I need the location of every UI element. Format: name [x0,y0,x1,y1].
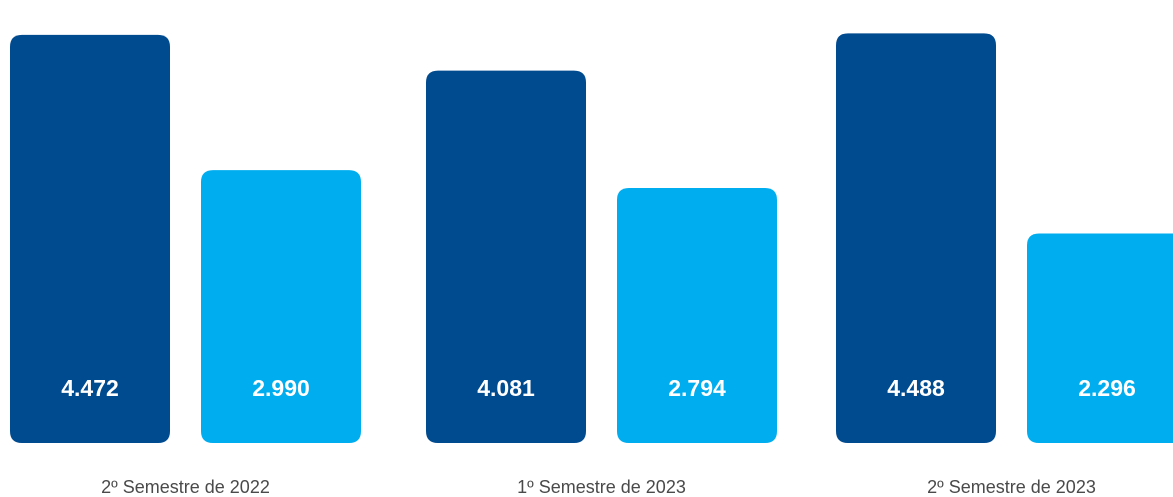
bar-2-0 [836,33,996,444]
bar-value-label-0-1: 2.990 [252,375,310,401]
bar-value-label-0-0: 4.472 [61,375,119,401]
category-label-0: 2º Semestre de 2022 [101,477,270,497]
bar-1-0 [426,70,586,444]
bar-1-1 [617,188,777,443]
bar-2-1 [1027,233,1173,443]
bar-value-label-2-0: 4.488 [887,375,945,401]
bar-0-1 [201,170,361,443]
category-label-1: 1º Semestre de 2023 [517,477,686,497]
category-label-2: 2º Semestre de 2023 [927,477,1096,497]
bar-value-label-1-0: 4.081 [477,375,535,401]
bar-value-label-2-1: 2.296 [1078,375,1136,401]
bar-value-label-1-1: 2.794 [668,375,726,401]
labels-layer: 4.472 2.990 2º Semestre de 2022 4.081 2.794 1… [61,375,1136,497]
bar-0-0 [10,34,170,444]
bars-layer [10,33,1173,444]
